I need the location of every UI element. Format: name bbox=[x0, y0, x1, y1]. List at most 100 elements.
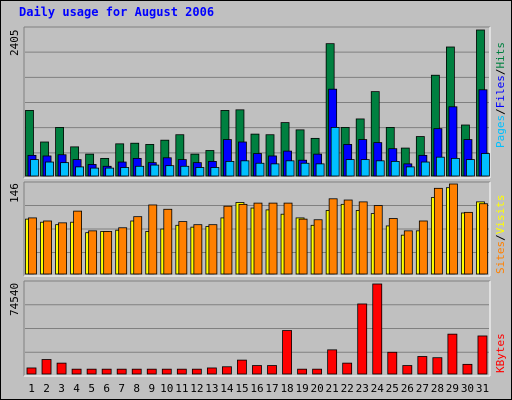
legend: KBytes bbox=[494, 333, 507, 373]
bar-kbytes bbox=[146, 368, 157, 375]
legend: Pages/Files/Hits bbox=[494, 42, 507, 148]
bar-sites bbox=[163, 208, 173, 275]
day-label: 19 bbox=[295, 382, 308, 395]
bar-sites bbox=[223, 205, 233, 275]
bar-kbytes bbox=[131, 368, 142, 375]
day-label: 13 bbox=[205, 382, 218, 395]
legend-item: / bbox=[494, 234, 507, 241]
bar-sites bbox=[268, 202, 278, 275]
bar-kbytes bbox=[357, 303, 368, 375]
day-label: 23 bbox=[356, 382, 369, 395]
bar-pages bbox=[195, 167, 205, 177]
bar-pages bbox=[45, 161, 54, 177]
day-label: 27 bbox=[416, 382, 429, 395]
hits-ymax-label: 2405 bbox=[8, 30, 21, 57]
day-label: 9 bbox=[148, 382, 155, 395]
day-label: 14 bbox=[220, 382, 234, 395]
bar-kbytes bbox=[282, 330, 292, 375]
day-label: 11 bbox=[175, 382, 188, 395]
day-label: 15 bbox=[235, 382, 248, 395]
day-label: 30 bbox=[461, 382, 474, 395]
bar-kbytes bbox=[267, 365, 277, 375]
bar-sites bbox=[28, 217, 37, 275]
bar-kbytes bbox=[237, 359, 247, 375]
day-label: 29 bbox=[446, 382, 459, 395]
bar-kbytes bbox=[206, 367, 217, 375]
bar-kbytes bbox=[402, 365, 413, 375]
bar-pages bbox=[405, 166, 415, 177]
bar-pages bbox=[330, 127, 340, 177]
legend-item: KBytes bbox=[494, 333, 507, 373]
day-label: 10 bbox=[160, 382, 173, 395]
day-label: 6 bbox=[103, 382, 110, 395]
bar-sites bbox=[343, 199, 353, 275]
bar-kbytes bbox=[372, 283, 383, 375]
bar-pages bbox=[210, 167, 220, 177]
bar-pages bbox=[255, 162, 265, 177]
bar-sites bbox=[73, 210, 82, 275]
bar-pages bbox=[225, 161, 235, 177]
bar-kbytes bbox=[477, 335, 488, 375]
day-label: 26 bbox=[401, 382, 414, 395]
legend-item: Visits bbox=[494, 195, 507, 235]
bar-pages bbox=[240, 160, 250, 177]
day-label: 20 bbox=[311, 382, 324, 395]
bar-kbytes bbox=[176, 368, 187, 375]
bar-kbytes bbox=[432, 357, 443, 375]
bar-pages bbox=[105, 167, 115, 177]
bar-sites bbox=[283, 202, 293, 275]
day-label: 1 bbox=[28, 382, 35, 395]
bar-sites bbox=[464, 211, 473, 275]
bar-kbytes bbox=[312, 368, 323, 375]
bar-pages bbox=[75, 166, 84, 177]
bar-kbytes bbox=[462, 363, 473, 375]
legend-item: Hits bbox=[494, 42, 507, 69]
bar-kbytes bbox=[116, 368, 127, 375]
bar-sites bbox=[58, 222, 67, 275]
bar-sites bbox=[418, 220, 428, 275]
bar-pages bbox=[270, 163, 280, 177]
bar-pages bbox=[165, 165, 175, 177]
bar-pages bbox=[120, 167, 130, 177]
bar-pages bbox=[360, 159, 370, 177]
bar-sites bbox=[208, 224, 218, 275]
bar-sites bbox=[148, 204, 158, 275]
bar-sites bbox=[103, 231, 113, 275]
bar-kbytes bbox=[417, 356, 428, 375]
bar-pages bbox=[481, 153, 490, 177]
bar-sites bbox=[433, 187, 443, 275]
bar-sites bbox=[479, 203, 488, 275]
bar-pages bbox=[60, 162, 69, 177]
bar-kbytes bbox=[161, 368, 172, 375]
bar-kbytes bbox=[447, 333, 458, 375]
bar-pages bbox=[300, 162, 310, 177]
bar-sites bbox=[238, 203, 248, 275]
kbytes-bars bbox=[26, 283, 488, 375]
day-label: 5 bbox=[88, 382, 95, 395]
bar-pages bbox=[375, 160, 385, 177]
legend-item: Pages bbox=[494, 115, 507, 148]
bar-kbytes bbox=[86, 368, 97, 375]
legend: Sites/Visits bbox=[494, 195, 507, 275]
bar-pages bbox=[135, 165, 145, 177]
bar-pages bbox=[150, 164, 160, 177]
day-label: 2 bbox=[43, 382, 50, 395]
bar-pages bbox=[90, 167, 100, 177]
bar-kbytes bbox=[101, 368, 112, 375]
bar-sites bbox=[43, 220, 52, 275]
day-label: 22 bbox=[341, 382, 354, 395]
day-label: 16 bbox=[250, 382, 263, 395]
day-label: 8 bbox=[133, 382, 140, 395]
bar-sites bbox=[133, 216, 143, 275]
bar-kbytes bbox=[252, 365, 262, 375]
bar-pages bbox=[435, 156, 445, 177]
hits-files-pages-bars bbox=[25, 29, 490, 177]
bar-kbytes bbox=[222, 366, 232, 375]
bar-sites bbox=[88, 230, 98, 275]
bar-pages bbox=[466, 159, 475, 177]
bar-kbytes bbox=[26, 367, 37, 375]
bar-pages bbox=[315, 163, 325, 177]
legend-item: / bbox=[494, 69, 507, 76]
